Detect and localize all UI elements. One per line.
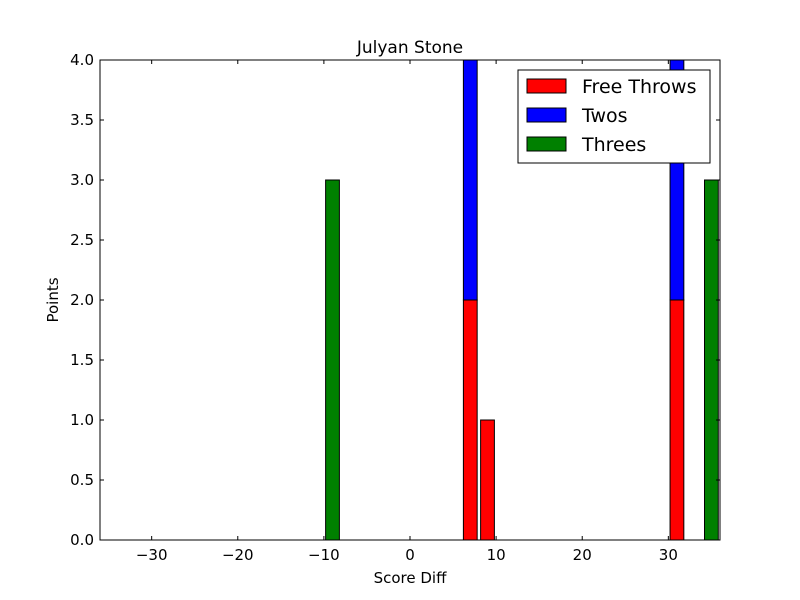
- bar-twos: [462, 60, 478, 301]
- x-tick-label: −10: [308, 546, 340, 564]
- y-tick-label: 3.0: [70, 171, 94, 189]
- legend: Free Throws Twos Threes: [517, 69, 711, 164]
- bar-free-throws: [669, 299, 685, 540]
- y-tick-label: 2.0: [70, 291, 94, 309]
- x-tick-label: 20: [573, 546, 592, 564]
- y-tick-label: 4.0: [70, 51, 94, 69]
- y-tick-label: 2.5: [70, 231, 94, 249]
- y-tick-label: 1.5: [70, 351, 94, 369]
- x-tick-label: 0: [405, 546, 415, 564]
- y-tick-label: 0.0: [70, 531, 94, 549]
- chart-title: Julyan Stone: [356, 38, 463, 58]
- tick-layer: −30 −20 −10 0 10 20 30 0.0 0.5 1.0 1.5 2.0 2.5 3.0 3.5…: [70, 51, 720, 564]
- x-tick-label: 10: [487, 546, 506, 564]
- bar-threes: [325, 179, 340, 540]
- y-tick-label: 1.0: [70, 411, 94, 429]
- bar-free-throws: [462, 299, 478, 540]
- x-axis-label: Score Diff: [374, 569, 447, 587]
- legend-label-twos: Twos: [581, 105, 628, 127]
- legend-swatch-free-throws: [526, 78, 567, 94]
- legend-swatch-twos: [526, 107, 567, 123]
- legend-label-threes: Threes: [581, 134, 646, 156]
- legend-label-free-throws: Free Throws: [582, 76, 696, 98]
- x-tick-label: −20: [222, 546, 254, 564]
- y-axis-label: Points: [44, 277, 62, 322]
- legend-swatch-threes: [526, 136, 567, 152]
- y-tick-label: 3.5: [70, 111, 94, 129]
- x-tick-label: −30: [136, 546, 168, 564]
- y-tick-label: 0.5: [70, 471, 94, 489]
- x-tick-label: 30: [659, 546, 678, 564]
- bar-free-throws: [480, 419, 495, 540]
